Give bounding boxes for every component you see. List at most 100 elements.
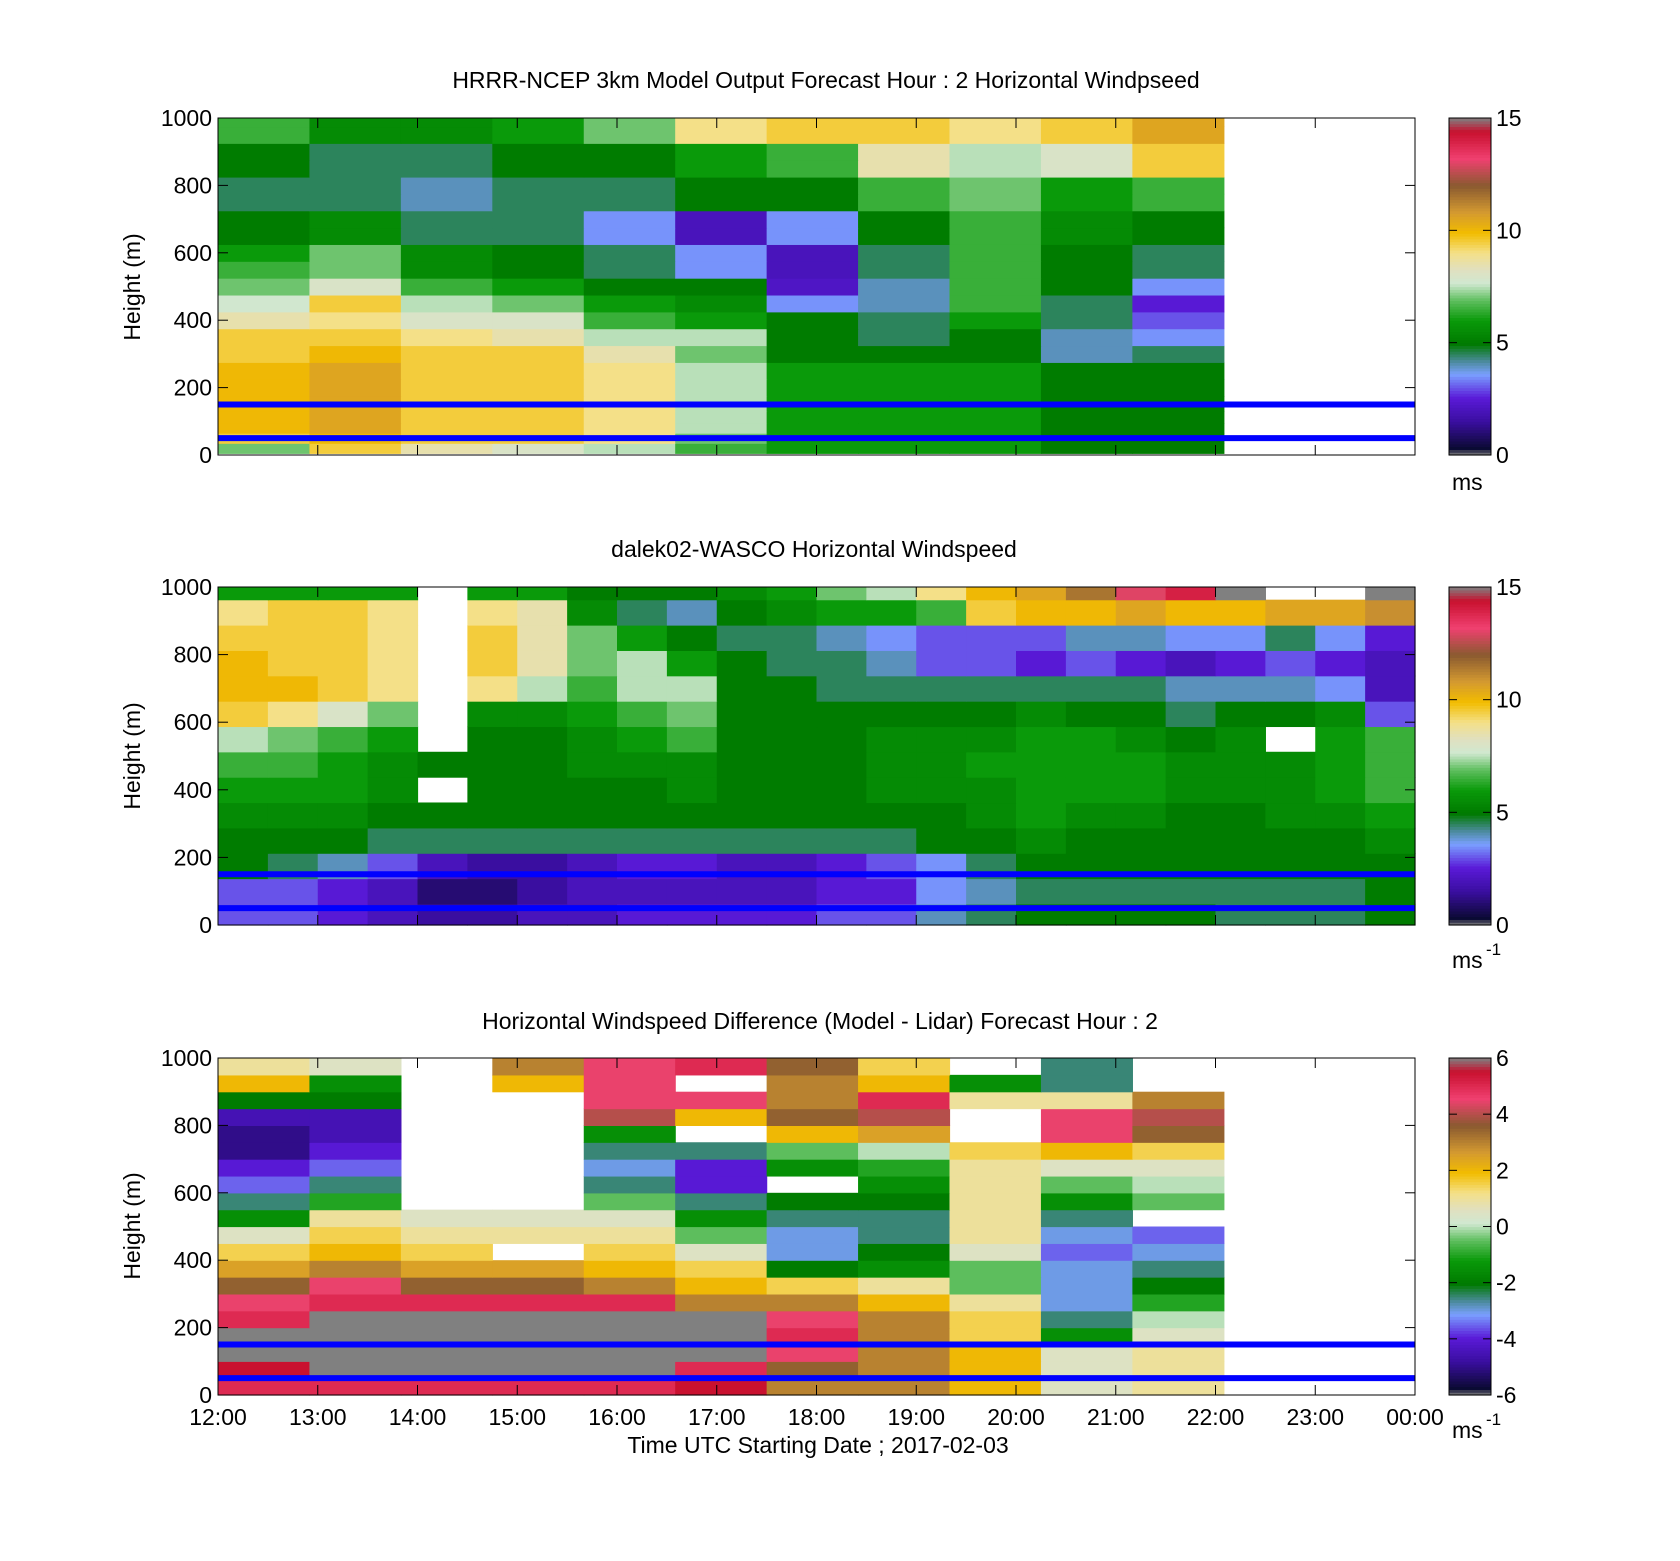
heatmap-cell [858,411,951,424]
colorbar-step [1449,1088,1491,1093]
heatmap-cell [218,1277,311,1295]
colorbar-step [1449,1383,1491,1388]
heatmap-cell [866,802,917,829]
y-tick-label: 0 [199,1382,212,1408]
heatmap-cell [949,1361,1042,1379]
heatmap-cell [716,625,768,651]
heatmap-cell [267,827,319,854]
colorbar-step [1449,781,1491,785]
heatmap-cell [567,587,618,601]
colorbar-step [1449,449,1491,453]
colorbar-step [1449,1234,1491,1239]
heatmap-cell [866,599,917,626]
colorbar-step [1449,643,1491,647]
heatmap-cell [766,328,859,347]
heatmap-cell [675,328,768,347]
heatmap-cell [1165,827,1217,854]
heatmap-cell [1040,261,1133,279]
colorbar-step [1449,1116,1491,1121]
colorbar-step [1449,123,1491,128]
heatmap-cell [1040,345,1133,363]
colorbar-step [1449,1114,1491,1118]
colorbar-step [1449,905,1491,909]
heatmap-cell [675,379,768,397]
heatmap-cell [583,1058,676,1076]
heatmap-cell [1016,827,1067,854]
heatmap-cell [1132,1327,1225,1346]
colorbar-step [1449,1380,1491,1385]
heatmap-cell [766,1125,859,1143]
heatmap-cell [866,726,917,753]
heatmap-cell [766,1243,859,1261]
heatmap-cell [400,411,493,424]
colorbar-step [1449,188,1491,192]
heatmap-cell [1215,650,1266,677]
heatmap-cell [858,227,951,245]
heatmap-cell [309,1243,402,1261]
colorbar-step [1449,910,1491,915]
heatmap-cell [400,328,493,347]
colorbar-step [1449,846,1491,850]
heatmap-cell [1065,777,1117,804]
heatmap-cell [858,1192,951,1211]
colorbar-step [1449,817,1491,822]
colorbar-step [1449,191,1491,195]
heatmap-cell [1040,1091,1133,1110]
colorbar-tick-label: 15 [1496,105,1522,131]
heatmap-cell [583,210,676,229]
colorbar-step [1449,716,1491,720]
x-tick-label: 16:00 [588,1404,646,1430]
heatmap-cell [583,1125,676,1143]
heatmap-cell [1132,210,1225,229]
colorbar-step [1449,848,1491,853]
heatmap-cell [866,827,917,854]
heatmap-cell [766,311,859,330]
colorbar-step [1449,235,1491,240]
heatmap-cell [492,1209,585,1228]
colorbar-unit-exponent: -1 [1486,940,1501,959]
colorbar-step [1449,801,1491,805]
heatmap-cell [567,701,618,728]
heatmap-cell [218,1058,311,1076]
heatmap-cell [567,802,618,829]
heatmap-cell [400,1209,493,1228]
heatmap-cell [617,827,668,854]
colorbar-step [1449,1218,1491,1222]
heatmap-cell [492,294,585,313]
heatmap-cell [218,210,311,229]
colorbar-step [1449,410,1491,414]
colorbar-step [1449,126,1491,130]
colorbar-step [1449,1159,1491,1163]
colorbar-step [1449,393,1491,397]
heatmap-cell [816,599,867,626]
heatmap-cell [1115,599,1167,626]
colorbar-step [1449,1145,1491,1149]
heatmap-cell [583,143,676,161]
heatmap-cell [666,625,718,651]
heatmap-cell [367,599,419,626]
heatmap-cell [492,422,585,434]
colorbar-step [1449,317,1491,321]
colorbar-step [1449,398,1491,403]
heatmap-cell [218,1260,311,1278]
colorbar-step [1449,1212,1491,1216]
heatmap-cell [1132,1293,1225,1312]
heatmap-cell [218,411,311,424]
heatmap-cell [567,625,618,651]
colorbar-step [1449,603,1491,608]
heatmap-cell [583,345,676,363]
heatmap-cell [858,244,951,262]
colorbar-step [1449,337,1491,341]
colorbar-step [1449,708,1491,712]
heatmap-cell [858,1378,951,1396]
heatmap-cell [583,1108,676,1126]
heatmap-cell [675,1108,768,1126]
heatmap-cell [317,599,369,626]
heatmap-cell [309,244,402,262]
heatmap-cell [766,777,818,804]
heatmap-cell [1132,422,1225,434]
heatmap-cell [517,599,568,626]
heatmap-cell [816,878,867,905]
heatmap-cell [1065,675,1117,702]
heatmap-cell [675,345,768,363]
